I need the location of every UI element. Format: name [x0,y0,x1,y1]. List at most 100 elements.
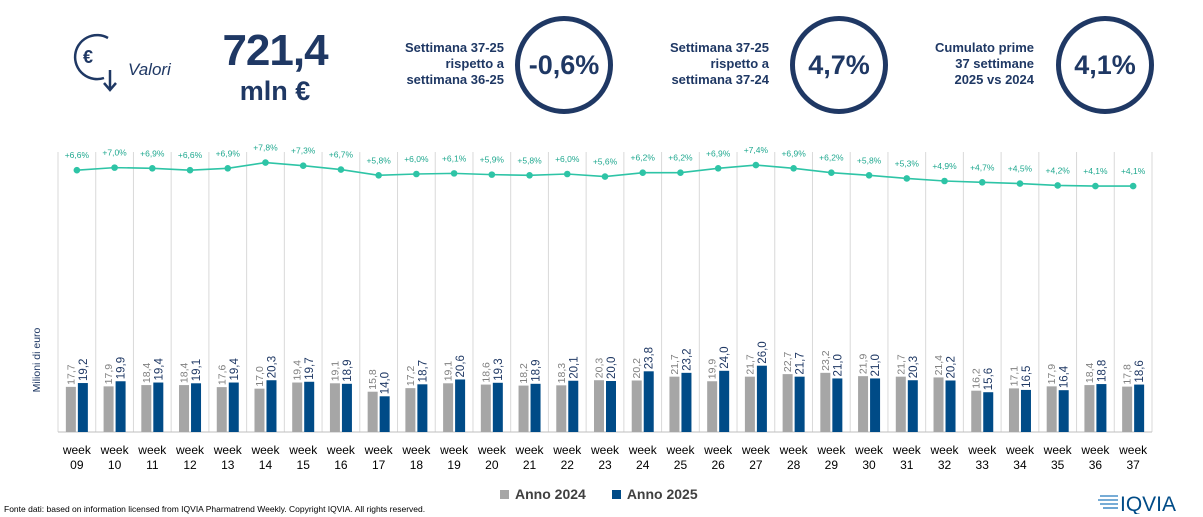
growth-point [450,170,458,177]
growth-label: +6,0% [555,154,580,164]
bar-label-2025: 18,8 [1096,360,1108,382]
bar-label-2025: 20,3 [908,356,920,378]
kpi-value-week-vs-prev-week: -0,6% [515,16,613,114]
x-tick-label: 24 [636,458,650,472]
x-tick-label: week [854,443,884,457]
x-tick-label: 20 [485,458,499,472]
growth-label: +4,2% [1046,165,1071,175]
x-tick-label: 34 [1013,458,1027,472]
growth-point [413,170,420,178]
growth-label: +4,7% [970,162,995,172]
bar-label-2025: 20,0 [606,357,618,379]
bar-label-2024: 19,9 [707,359,719,380]
bar-2025 [681,372,692,432]
bar-label-2024: 17,2 [405,366,417,387]
growth-point [639,169,647,177]
bar-label-2025: 19,4 [153,358,165,381]
x-tick-label: 28 [787,458,801,472]
bar-label-2024: 23,2 [820,350,832,371]
growth-point [262,159,269,166]
bar-label-2025: 21,0 [832,354,844,376]
growth-point [714,164,722,172]
x-tick-label: 23 [598,458,612,472]
x-tick-label: week [665,443,695,457]
growth-point [375,171,382,179]
bar-label-2024: 17,6 [216,365,228,386]
bar-2024 [480,384,491,432]
bar-2025 [228,382,239,432]
source-note: Fonte dati: based on information license… [4,504,426,514]
kpi-label-week-vs-last-year: Settimana 37-25 rispetto a settimana 37-… [670,40,769,87]
x-tick-label: week [816,443,846,457]
x-tick-label: week [100,443,130,457]
bar-2025 [266,380,277,432]
bar-2024 [895,376,906,432]
bar-2025 [492,382,503,432]
bar-label-2024: 21,7 [669,354,681,375]
svg-text:€: € [83,47,93,67]
x-tick-label: week [1043,443,1073,457]
bar-2025 [794,376,805,432]
growth-label: +4,1% [1121,166,1146,176]
x-tick-label: 11 [146,458,159,472]
bar-label-2024: 20,2 [631,358,643,379]
x-tick-label: week [401,443,431,457]
growth-label: +6,2% [819,153,844,163]
growth-label: +4,5% [1008,164,1033,174]
bar-label-2025: 19,3 [493,358,505,380]
y-axis-label: Milioni di euro [31,327,43,392]
x-tick-label: 22 [561,458,575,472]
bar-label-2024: 19,1 [329,361,341,382]
kpi-label-cumulative: Cumulato prime 37 settimane 2025 vs 2024 [935,40,1034,87]
bar-2024 [141,385,152,432]
x-tick-label: 09 [70,458,84,472]
bar-2024 [744,376,755,432]
x-tick-label: 12 [183,458,197,472]
bar-2025 [417,384,428,432]
bar-label-2025: 16,5 [1021,366,1033,388]
bar-label-2025: 18,6 [1134,360,1146,382]
growth-point [601,173,609,180]
legend-swatch-2025 [611,489,621,499]
bar-2024 [216,387,227,432]
bar-2025 [1058,390,1069,432]
bar-2025 [341,383,352,432]
x-tick-label: week [288,443,318,457]
bar-label-2024: 20,3 [594,358,606,379]
x-tick-label: week [364,443,394,457]
x-tick-label: 26 [711,458,725,472]
bar-label-2025: 23,2 [681,348,693,370]
x-tick-label: 30 [862,458,876,472]
bar-2025 [77,383,88,432]
growth-point [1129,182,1137,190]
growth-point [903,175,911,182]
x-tick-label: week [892,443,922,457]
x-tick-label: week [477,443,507,457]
x-tick-label: 37 [1126,458,1140,472]
growth-point [828,169,835,177]
bar-2025 [945,380,956,432]
bar-2025 [379,396,390,432]
growth-label: +4,1% [1083,166,1108,176]
x-tick-label: week [930,443,960,457]
bar-2024 [820,372,831,432]
bar-label-2024: 18,4 [141,362,153,383]
bar-label-2025: 19,7 [304,357,316,379]
growth-point [224,164,232,172]
bar-label-2024: 17,7 [65,364,77,385]
bar-label-2024: 17,0 [254,366,266,387]
bar-2024 [65,386,76,432]
iqvia-logo-icon: IQVIA [1098,493,1176,514]
bar-2024 [556,385,567,432]
legend-label-2024: Anno 2024 [515,486,586,502]
bar-label-2025: 16,4 [1059,365,1071,388]
x-tick-label: 10 [108,458,122,472]
growth-label: +6,9% [140,148,165,158]
growth-label: +6,2% [631,153,656,163]
growth-label: +5,8% [366,155,391,165]
growth-point [337,166,345,173]
growth-label: +7,0% [102,148,127,158]
bar-2024 [782,374,793,432]
euro-down-arrow-icon: € [73,33,117,92]
bar-label-2024: 15,8 [367,369,379,390]
